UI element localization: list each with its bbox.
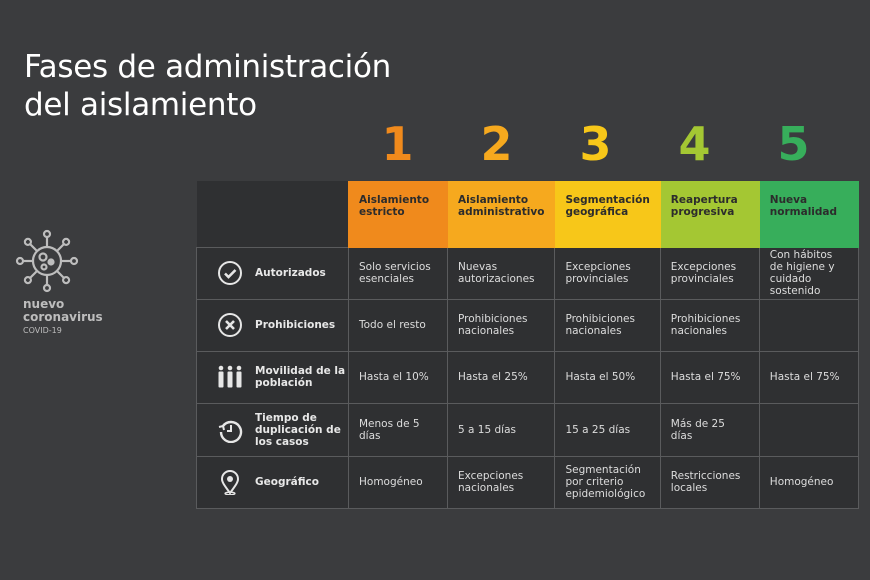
phase-number-1: 1 [381,117,414,171]
table-cell: Prohibiciones nacionales [659,298,760,352]
row-label: Geográfico [255,476,319,488]
table-cell: Prohibiciones nacionales [446,298,556,352]
phase-number-4: 4 [678,117,711,171]
table-cell: Todo el resto [348,298,448,352]
table-cell [758,402,859,457]
phase-header-3: Segmentación geográfica [554,181,661,248]
header-blank-cell [196,181,349,247]
check-circle-icon [218,261,242,285]
location-pin-icon [220,470,240,495]
table-cell: Menos de 5 días [348,402,448,457]
table-cell: Hasta el 75% [659,350,760,404]
page-title: Fases de administración del aislamiento [24,48,391,124]
virus-icon [15,229,79,293]
table-row: Autorizados Solo servicios esenciales Nuev… [196,246,859,300]
table-cell: Segmentación por criterio epidemiológico [554,455,661,509]
row-label-cell: Prohibiciones [196,298,349,352]
row-label-cell: Movilidad de la población [196,350,349,404]
phase-header-5: Nueva normalidad [758,181,859,248]
title-line-1: Fases de administración [24,49,391,85]
logo-text-coronavirus: coronavirus [23,310,103,324]
table-cell: Hasta el 10% [348,350,448,404]
table-row: Movilidad de la población Hasta el 10% Has… [196,350,859,404]
table-cell: Excepciones provinciales [554,246,661,300]
phase-number-2: 2 [480,117,513,171]
table-cell: Excepciones nacionales [446,455,556,509]
table-cell: Homogéneo [348,455,448,509]
row-label: Autorizados [255,267,326,279]
table-cell: 15 a 25 días [554,402,661,457]
table-cell: Homogéneo [758,455,859,509]
row-label: Prohibiciones [255,319,336,331]
table-row: Tiempo de duplicación de los casos Menos … [196,402,859,457]
phase-header-4: Reapertura progresiva [659,181,760,248]
table-cell: Restricciones locales [659,455,760,509]
x-circle-icon [218,313,242,337]
logo-text-covid: COVID-19 [23,326,62,335]
table-cell: Excepciones provinciales [659,246,760,300]
row-label-cell: Autorizados [196,246,349,300]
table-cell: Solo servicios esenciales [348,246,448,300]
row-label-cell: Geográfico [196,455,349,509]
table-cell [758,298,859,352]
logo: nuevo coronavirus COVID-19 [14,228,104,335]
table-row: Prohibiciones Todo el resto Prohibiciones … [196,298,859,352]
table-cell: Hasta el 25% [446,350,556,404]
phase-number-5: 5 [777,117,810,171]
phase-header-2: Aislamiento administrativo [446,181,556,248]
table-cell: Prohibiciones nacionales [554,298,661,352]
row-label: Movilidad de la población [255,365,346,389]
phases-table: Aislamiento estricto Aislamiento administ… [196,181,859,509]
table-cell: Con hábitos de higiene y cuidado sosteni… [758,246,859,300]
phase-header-1: Aislamiento estricto [348,181,448,248]
row-label: Tiempo de duplicación de los casos [255,411,341,448]
table-row: Geográfico Homogéneo Excepciones nacionale… [196,455,859,509]
table-cell: 5 a 15 días [446,402,556,457]
people-icon [218,365,242,388]
phase-number-3: 3 [579,117,612,171]
row-label-cell: Tiempo de duplicación de los casos [196,402,349,457]
table-cell: Más de 25 días [659,402,760,457]
title-line-2: del aislamiento [24,87,257,123]
table-cell: Hasta el 75% [758,350,859,404]
logo-text-nuevo: nuevo [23,297,65,311]
table-cell: Nuevas autorizaciones [446,246,556,300]
timer-icon [218,420,243,443]
table-cell: Hasta el 50% [554,350,661,404]
